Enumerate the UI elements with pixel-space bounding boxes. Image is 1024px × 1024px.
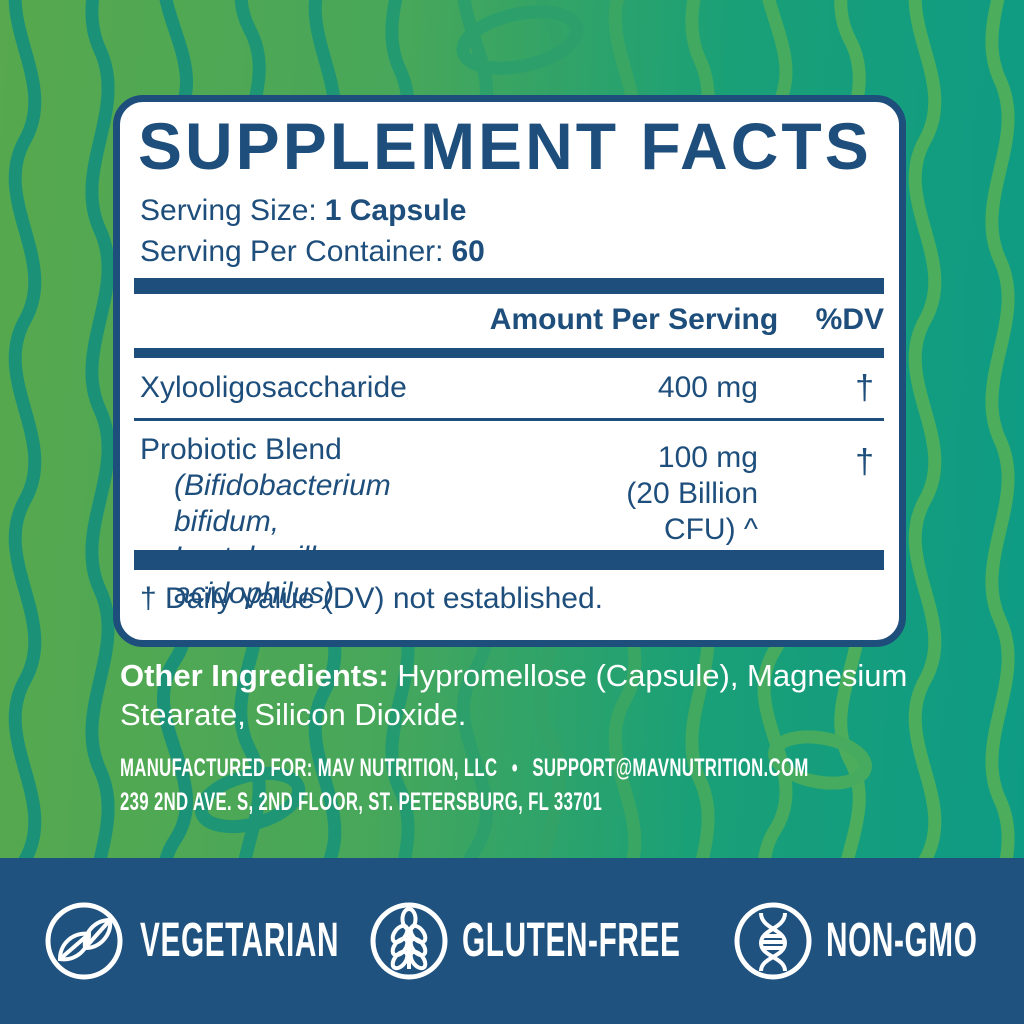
ingredient-dv: † bbox=[855, 369, 874, 407]
other-ingredients: Other Ingredients: Hypromellose (Capsule… bbox=[120, 656, 930, 734]
bullet-separator: • bbox=[511, 754, 519, 782]
divider-medium bbox=[134, 348, 884, 358]
manufacturer-address: 239 2ND AVE. S, 2ND FLOOR, ST. PETERSBUR… bbox=[120, 788, 603, 816]
table-row: Xylooligosaccharide 400 mg † bbox=[134, 370, 884, 406]
serving-size-label: Serving Size: bbox=[140, 194, 317, 227]
serving-container-label: Serving Per Container: bbox=[140, 235, 444, 268]
divider-thin bbox=[134, 418, 884, 421]
badge-non-gmo: NON-GMO bbox=[826, 914, 978, 967]
manufacturer-address-line: 239 2ND AVE. S, 2ND FLOOR, ST. PETERSBUR… bbox=[120, 788, 1024, 822]
panel-title: SUPPLEMENT FACTS bbox=[138, 109, 872, 183]
amount-column-header: Amount Per Serving bbox=[489, 303, 779, 336]
manufactured-for: MANUFACTURED FOR: MAV NUTRITION, LLC bbox=[120, 754, 498, 782]
ingredient-amount-block: 100 mg (20 Billion CFU) ^ bbox=[484, 432, 784, 612]
serving-container-line: Serving Per Container: 60 bbox=[140, 231, 485, 272]
ingredient-name: Probiotic Blend bbox=[140, 433, 342, 466]
serving-size-value: 1 Capsule bbox=[324, 194, 467, 227]
amount-line: (20 Billion bbox=[626, 477, 758, 510]
other-ingredients-text: Hypromellose (Capsule), Magnesium Steara… bbox=[120, 658, 908, 732]
leaves-icon bbox=[45, 902, 123, 980]
dv-footnote: † Daily Value (DV) not established. bbox=[140, 582, 604, 615]
serving-size-line: Serving Size: 1 Capsule bbox=[140, 190, 485, 231]
wheat-icon bbox=[370, 902, 448, 980]
badge-vegetarian: VEGETARIAN bbox=[140, 914, 340, 967]
table-header-row: Amount Per Serving %DV bbox=[134, 302, 884, 338]
badges-bar bbox=[0, 858, 1024, 1024]
other-ingredients-label: Other Ingredients: bbox=[120, 658, 389, 693]
amount-line: CFU) ^ bbox=[663, 513, 758, 546]
supplement-facts-panel: SUPPLEMENT FACTS Serving Size: 1 Capsule … bbox=[113, 95, 906, 647]
dna-icon bbox=[734, 902, 812, 980]
support-email: SUPPORT@MAVNUTRITION.COM bbox=[532, 754, 809, 782]
amount-line: 100 mg bbox=[657, 441, 758, 474]
serving-container-value: 60 bbox=[451, 235, 485, 268]
ingredient-name: Xylooligosaccharide bbox=[140, 371, 407, 404]
divider-thick-bottom bbox=[134, 550, 884, 570]
ingredient-species-1: (Bifidobacterium bifidum, bbox=[174, 469, 391, 538]
badge-gluten-free: GLUTEN-FREE bbox=[462, 914, 681, 967]
serving-info: Serving Size: 1 Capsule Serving Per Conta… bbox=[140, 190, 485, 272]
manufacturer-info: MANUFACTURED FOR: MAV NUTRITION, LLC • S… bbox=[120, 754, 1024, 822]
manufacturer-line: MANUFACTURED FOR: MAV NUTRITION, LLC • S… bbox=[120, 754, 1024, 788]
ingredient-dv: † bbox=[855, 443, 874, 481]
ingredient-amount: 400 mg bbox=[657, 371, 758, 404]
divider-thick-top bbox=[134, 278, 884, 294]
dv-column-header: %DV bbox=[815, 303, 884, 336]
header-spacer bbox=[134, 302, 484, 338]
